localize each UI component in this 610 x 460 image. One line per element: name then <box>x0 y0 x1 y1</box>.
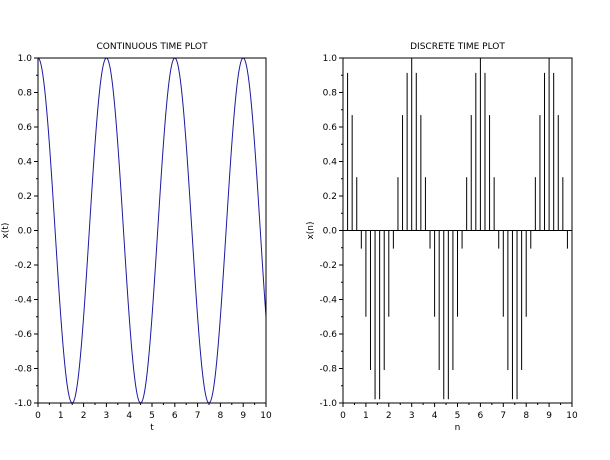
x-axis-label: t <box>150 423 154 433</box>
x-tick-label: 7 <box>500 411 506 421</box>
x-tick-label: 4 <box>126 411 132 421</box>
y-tick-label: -0.2 <box>14 261 32 271</box>
x-tick-label: 1 <box>363 411 369 421</box>
y-tick-label: -1.0 <box>14 399 32 409</box>
x-tick-label: 3 <box>104 411 110 421</box>
x-tick-label: 0 <box>340 411 346 421</box>
y-tick-label: 0.2 <box>18 192 32 202</box>
y-tick-label: -0.2 <box>319 261 337 271</box>
y-tick-label: -0.8 <box>319 365 337 375</box>
y-tick-label: -0.6 <box>14 330 32 340</box>
x-tick-label: 1 <box>58 411 64 421</box>
x-axis-label: n <box>455 423 461 433</box>
y-tick-label: 0.6 <box>18 123 33 133</box>
y-tick-label: 0.6 <box>323 123 338 133</box>
x-tick-label: 10 <box>260 411 272 421</box>
y-tick-label: -0.4 <box>319 296 337 306</box>
y-tick-label: 0.4 <box>323 158 338 168</box>
y-axis-label: x(n) <box>306 221 316 239</box>
y-tick-label: 0.4 <box>18 158 33 168</box>
x-tick-label: 0 <box>35 411 41 421</box>
plot-frame <box>37 57 267 404</box>
y-tick-label: 1.0 <box>18 54 33 64</box>
y-tick-label: 0.2 <box>323 192 337 202</box>
y-tick-label: 0.8 <box>18 89 33 99</box>
chart-title: DISCRETE TIME PLOT <box>410 42 505 52</box>
x-tick-label: 2 <box>386 411 392 421</box>
y-tick-label: -0.4 <box>14 296 32 306</box>
x-tick-label: 8 <box>523 411 529 421</box>
x-tick-label: 10 <box>566 411 578 421</box>
y-tick-label: 0.0 <box>18 227 33 237</box>
x-tick-label: 9 <box>240 411 246 421</box>
x-tick-label: 8 <box>218 411 224 421</box>
x-tick-label: 5 <box>455 411 461 421</box>
y-tick-label: 1.0 <box>323 54 338 64</box>
y-tick-label: -1.0 <box>319 399 337 409</box>
x-tick-label: 7 <box>195 411 201 421</box>
continuous-time-chart: CONTINUOUS TIME PLOT t x(t) 0 1 2 3 4 5 6 7 8 9 10… <box>1 42 272 433</box>
chart-title: CONTINUOUS TIME PLOT <box>97 42 208 52</box>
series-line <box>37 57 267 404</box>
x-tick-label: 5 <box>149 411 155 421</box>
x-tick-label: 9 <box>546 411 552 421</box>
x-tick-label: 2 <box>81 411 87 421</box>
x-tick-label: 6 <box>172 411 178 421</box>
x-tick-label: 6 <box>478 411 484 421</box>
x-tick-label: 3 <box>409 411 415 421</box>
y-tick-label: 0.0 <box>323 227 338 237</box>
y-tick-label: 0.8 <box>323 89 338 99</box>
y-tick-label: -0.6 <box>319 330 337 340</box>
discrete-time-chart: DISCRETE TIME PLOT n x(n) 0 1 2 3 4 5 6 7 8 9 10 -1… <box>306 42 578 433</box>
y-axis-label: x(t) <box>1 223 11 239</box>
y-tick-label: -0.8 <box>14 365 32 375</box>
x-tick-label: 4 <box>432 411 438 421</box>
